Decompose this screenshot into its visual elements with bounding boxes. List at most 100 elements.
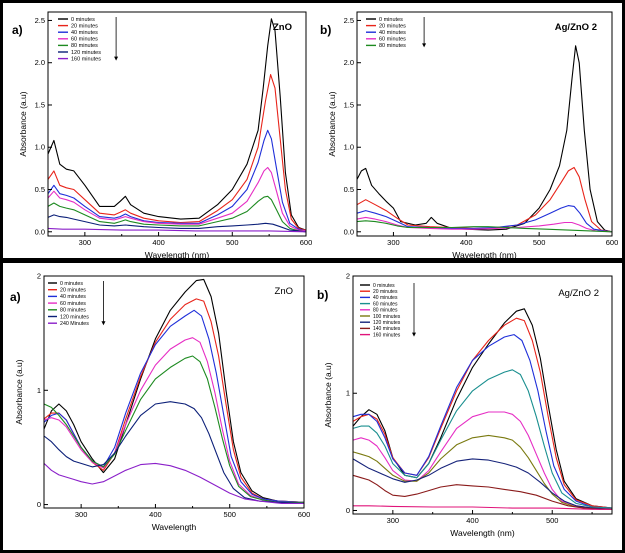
- legend-entry: 60 minutes: [373, 301, 398, 307]
- series-line-1: [47, 18, 307, 231]
- legend-entry: 80 minutes: [379, 43, 406, 49]
- series-line-6: [352, 434, 613, 510]
- legend-arrow-head: [114, 56, 119, 61]
- legend-entry: 160 minutes: [71, 56, 101, 62]
- y-tick-label: 2.5: [344, 16, 354, 25]
- x-tick-label: 600: [300, 238, 313, 247]
- x-tick-label: 500: [546, 516, 559, 525]
- y-tick-label: 0.5: [344, 185, 354, 194]
- y-tick-label: 2.5: [35, 16, 45, 25]
- legend-entry: 60 minutes: [60, 301, 86, 307]
- legend-entry: 40 minutes: [60, 294, 86, 300]
- panel-label: a): [12, 23, 23, 37]
- series-line-4: [43, 337, 304, 503]
- x-axis-label: Wavelength (nm): [145, 250, 210, 260]
- y-tick-label: 1.5: [35, 100, 45, 109]
- series-line-2: [352, 317, 613, 509]
- series-line-3: [352, 334, 613, 509]
- x-tick-label: 600: [298, 510, 311, 519]
- legend-arrow-head: [412, 332, 416, 337]
- series-line-5: [43, 355, 304, 503]
- panel-label: b): [317, 288, 328, 302]
- series-line-2: [47, 74, 307, 231]
- y-tick-label: 2: [37, 272, 41, 281]
- x-axis-label: Wavelength (nm): [450, 528, 515, 538]
- plot-frame: [47, 11, 307, 237]
- x-tick-label: 400: [466, 516, 479, 525]
- legend-entry: 60 minutes: [379, 37, 406, 43]
- x-tick-label: 300: [387, 238, 400, 247]
- y-tick-label: 0.0: [344, 227, 354, 236]
- chart-title: Ag/ZnO 2: [555, 22, 597, 33]
- plot-frame: [356, 11, 613, 237]
- series-line-7: [47, 227, 307, 233]
- legend-entry: 80 minutes: [71, 43, 98, 49]
- legend-entry: 40 minutes: [373, 295, 398, 301]
- chart-panel-1: 300 400 500 600 0.0 0.5 1.0 1.5 2.0 2.5 Wavelength…: [12, 11, 313, 260]
- legend-entry: 240 Minutes: [60, 321, 89, 327]
- y-axis-label: Absorbance (a.u): [323, 362, 333, 427]
- y-tick-label: 0.0: [35, 227, 45, 236]
- legend-entry: 40 minutes: [379, 30, 406, 36]
- series-line-6: [43, 401, 305, 504]
- x-tick-label: 500: [223, 510, 236, 519]
- y-tick-label: 2.0: [35, 58, 45, 67]
- x-tick-label: 300: [75, 510, 88, 519]
- y-tick-label: 2.0: [344, 58, 354, 67]
- legend-entry: 0 minutes: [373, 283, 395, 289]
- y-tick-label: 1.0: [35, 143, 45, 152]
- y-tick-label: 1.0: [344, 143, 354, 152]
- plot-frame: [43, 275, 305, 509]
- x-tick-label: 600: [606, 238, 619, 247]
- series-line-2: [43, 298, 305, 503]
- chart-title: ZnO: [273, 22, 292, 33]
- series-line-2: [356, 166, 613, 233]
- series-line-5: [356, 220, 613, 233]
- legend-entry: 0 minutes: [71, 17, 95, 23]
- legend-entry: 40 minutes: [71, 30, 98, 36]
- legend-entry: 80 minutes: [373, 308, 398, 314]
- x-tick-label: 500: [533, 238, 546, 247]
- y-tick-label: 1: [37, 386, 41, 395]
- series-line-4: [352, 369, 613, 509]
- x-tick-label: 300: [387, 516, 400, 525]
- legend-entry: 140 minutes: [373, 326, 401, 332]
- x-tick-label: 500: [226, 238, 239, 247]
- y-tick-label: 1.5: [344, 100, 354, 109]
- series-line-5: [352, 411, 613, 510]
- series-line-9: [353, 505, 612, 510]
- y-axis-label: Absorbance (a.u): [18, 91, 28, 156]
- series-line-6: [47, 214, 307, 233]
- chart-title: ZnO: [275, 286, 293, 297]
- series-line-4: [47, 166, 307, 232]
- x-tick-label: 300: [79, 238, 92, 247]
- y-tick-label: 0.5: [35, 185, 45, 194]
- chart-panel-3: 300 400 500 600 0 1 2 Wavelength Absorbance (a.u…: [10, 272, 310, 533]
- legend-entry: 60 minutes: [71, 37, 98, 43]
- legend-entry: 20 minutes: [379, 23, 406, 29]
- panel-label: a): [10, 290, 21, 304]
- legend-entry: 80 minutes: [60, 308, 86, 314]
- legend-arrow-head: [101, 321, 106, 326]
- series-line-5: [47, 195, 307, 233]
- legend-entry: 20 minutes: [60, 288, 86, 294]
- legend-entry: 120 minutes: [373, 320, 401, 326]
- y-tick-label: 2: [346, 272, 350, 281]
- legend-entry: 160 minutes: [373, 332, 401, 338]
- series-line-7: [43, 462, 304, 504]
- panel-label: b): [320, 23, 331, 37]
- x-axis-label: Wavelength (nm): [452, 250, 517, 260]
- legend-entry: 0 minutes: [379, 17, 403, 23]
- x-tick-label: 400: [149, 510, 162, 519]
- series-line-3: [356, 205, 613, 233]
- series-line-4: [356, 216, 613, 233]
- y-tick-label: 1: [346, 389, 350, 398]
- legend-arrow-head: [422, 43, 427, 48]
- series-line-8: [352, 474, 612, 510]
- series-line-3: [43, 309, 305, 503]
- legend-entry: 120 minutes: [71, 50, 101, 56]
